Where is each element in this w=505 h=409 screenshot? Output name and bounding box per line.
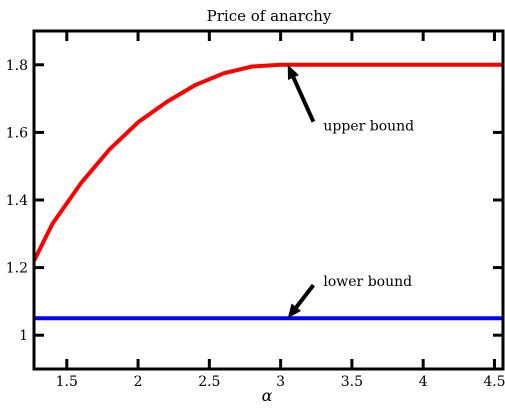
- series-lines: [32, 62, 503, 321]
- x-tick-label: 3.5: [341, 374, 363, 390]
- x-tick-label: 4: [419, 374, 428, 390]
- lower-bound-arrow-head: [287, 303, 302, 319]
- y-tick-label: 1.8: [6, 58, 28, 74]
- upper-bound-arrow-shaft: [291, 76, 316, 123]
- tick-labels: 1.5 2 2.5 3 3.5 4 4.5 1 1.2 1.4 1.6 1.8: [6, 58, 505, 390]
- x-tick-label: 3: [276, 374, 285, 390]
- y-tick-label: 1.2: [6, 261, 28, 277]
- annotations: upper bound lower bound: [287, 64, 414, 319]
- chart-title: Price of anarchy: [207, 7, 332, 25]
- y-tick-label: 1.6: [6, 125, 28, 141]
- lower-bound-arrow-shaft: [294, 283, 315, 309]
- axis-ticks: [34, 31, 503, 369]
- x-tick-label: 2.5: [198, 374, 220, 390]
- y-tick-label: 1.4: [6, 193, 28, 209]
- plot-frame: [32, 29, 505, 371]
- x-tick-label: 2: [134, 374, 143, 390]
- x-tick-label: 1.5: [56, 374, 78, 390]
- y-tick-label: 1: [19, 328, 28, 344]
- upper-bound-arrow-head: [287, 64, 299, 81]
- upper-bound-line: [32, 62, 503, 262]
- x-axis-label: α: [262, 386, 273, 405]
- upper-bound-annotation: upper bound: [323, 119, 414, 135]
- lower-bound-annotation: lower bound: [323, 274, 412, 290]
- x-tick-label: 4.5: [483, 374, 505, 390]
